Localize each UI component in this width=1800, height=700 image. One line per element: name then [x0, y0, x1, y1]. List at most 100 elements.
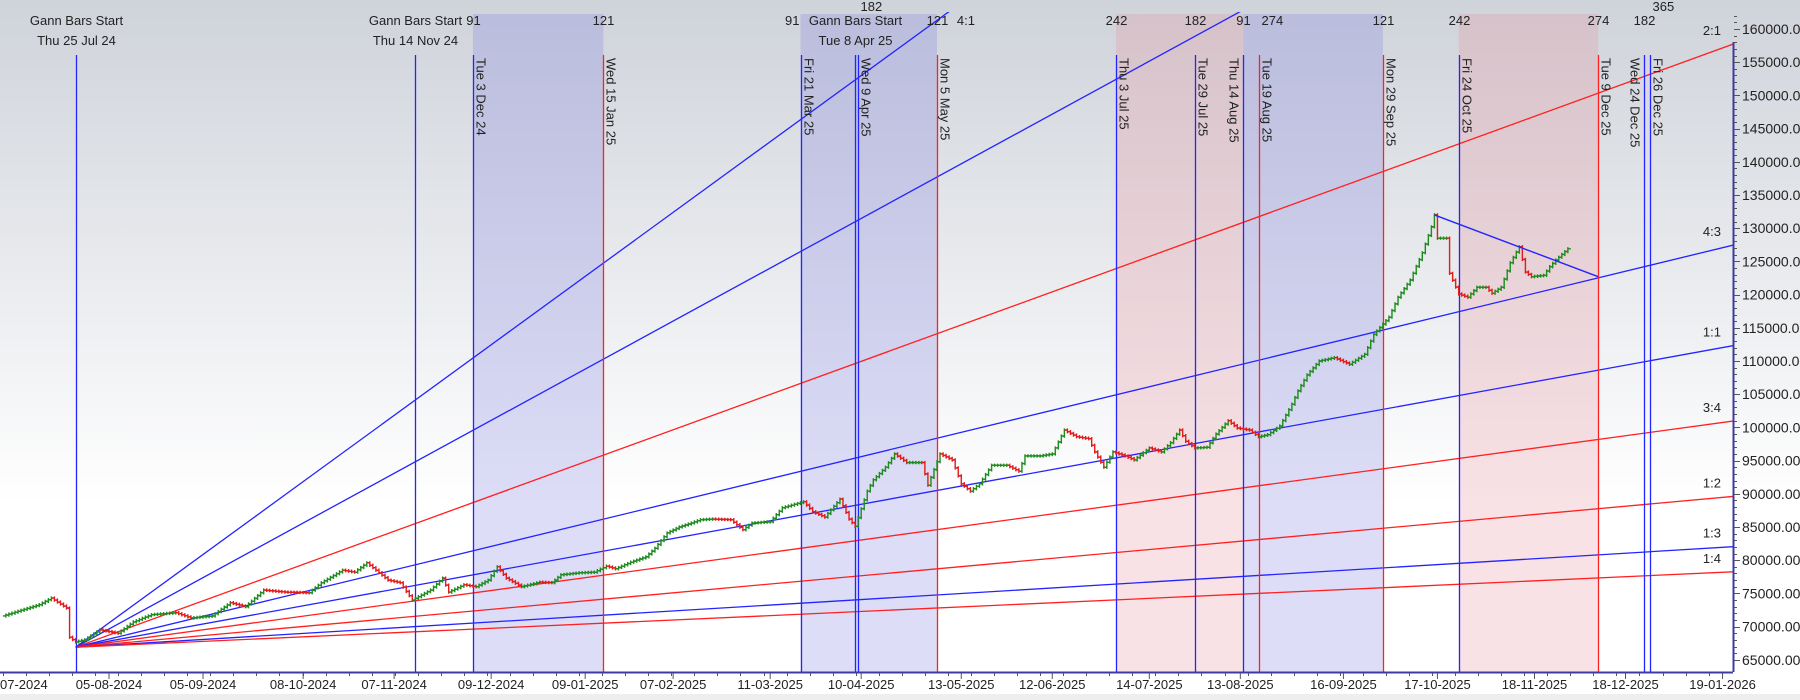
- y-tick-label: 75000.00: [1742, 585, 1800, 601]
- y-tick-label: 115000.00: [1742, 320, 1800, 336]
- x-tick-label: 12-06-2025: [1019, 677, 1086, 692]
- gann-fan-line: [75, 12, 1241, 648]
- y-tick-label: 150000.00: [1742, 87, 1800, 103]
- x-tick-label: 16-09-2025: [1310, 677, 1377, 692]
- x-tick-label: 07-11-2024: [361, 677, 427, 692]
- x-tick-label: 05-08-2024: [76, 677, 143, 692]
- plot-background: [0, 0, 1800, 672]
- gann-start-title: Gann Bars Start: [369, 13, 463, 28]
- y-tick-label: 140000.00: [1742, 154, 1800, 170]
- bar-count-label: 182: [861, 0, 883, 14]
- gann-fan-line: [75, 571, 1733, 648]
- y-tick-label: 145000.00: [1742, 121, 1800, 137]
- x-tick-label: 11-03-2025: [737, 677, 803, 692]
- gann-fan-line: [75, 12, 950, 648]
- fan-ratio-label: 1:3: [1703, 526, 1721, 541]
- time-line-date: Mon 29 Sep 25: [1384, 58, 1399, 146]
- fan-ratio-label: 4:3: [1703, 224, 1721, 239]
- x-tick-label: 08-10-2024: [270, 677, 337, 692]
- y-tick-label: 80000.00: [1742, 552, 1800, 568]
- fan-ratio-label: 1:1: [1703, 325, 1721, 340]
- x-tick-label: 17-10-2025: [1404, 677, 1471, 692]
- y-tick-label: 105000.00: [1742, 386, 1800, 402]
- time-line-date: Tue 19 Aug 25: [1260, 58, 1275, 142]
- x-tick-label: 19-01-2026: [1689, 677, 1756, 692]
- y-tick-label: 120000.00: [1742, 287, 1800, 303]
- y-tick-label: 135000.00: [1742, 187, 1800, 203]
- y-tick-label: 125000.00: [1742, 253, 1800, 269]
- x-tick-label: 18-11-2025: [1502, 677, 1568, 692]
- gann-start-title: Gann Bars Start: [809, 13, 903, 28]
- y-tick-label: 95000.00: [1742, 453, 1800, 469]
- x-tick-label: 18-12-2025: [1592, 677, 1659, 692]
- time-lines: [75, 55, 1652, 672]
- x-tick-label: 07-02-2025: [640, 677, 707, 692]
- x-tick-label: 14-07-2025: [1116, 677, 1183, 692]
- gann-fan-line: [75, 43, 1733, 648]
- bar-count-label: 274: [1588, 13, 1610, 28]
- y-tick-label: 65000.00: [1742, 652, 1800, 668]
- time-line-date: Thu 14 Aug 25: [1227, 58, 1242, 143]
- fan-ratio-label: 1:4: [1703, 551, 1721, 566]
- time-line-date: Tue 3 Dec 24: [474, 58, 489, 136]
- time-line-date: Wed 15 Jan 25: [604, 58, 619, 145]
- time-line-date: Tue 9 Dec 25: [1599, 58, 1614, 136]
- fan-ratio-label: 4:1: [957, 13, 975, 28]
- x-tick-label: 13-08-2025: [1207, 677, 1274, 692]
- gann-start-date: Thu 14 Nov 24: [373, 33, 458, 48]
- time-line-date: Fri 26 Dec 25: [1651, 58, 1666, 136]
- y-tick-label: 70000.00: [1742, 619, 1800, 635]
- price-bars: [2, 213, 1571, 644]
- time-line-date: Fri 21 Mar 25: [802, 58, 817, 135]
- y-tick-label: 110000.00: [1742, 353, 1800, 369]
- red-time-band: [1115, 14, 1244, 672]
- bar-count-label: 91: [785, 13, 799, 28]
- y-tick-label: 155000.00: [1742, 54, 1800, 70]
- x-tick-label: 09-01-2025: [552, 677, 619, 692]
- x-tick-label: 13-05-2025: [928, 677, 995, 692]
- x-tick-label: 05-09-2024: [170, 677, 237, 692]
- bar-count-label: 91: [1236, 13, 1250, 28]
- x-tick-label: 10-04-2025: [828, 677, 895, 692]
- time-line-date: Mon 5 May 25: [938, 58, 953, 140]
- bar-count-label: 121: [593, 13, 615, 28]
- gann-fan-line: [75, 495, 1733, 648]
- gann-fan-line: [75, 420, 1733, 648]
- time-line-date: Wed 24 Dec 25: [1628, 58, 1643, 147]
- fan-ratio-label: 2:1: [1703, 23, 1721, 38]
- fan-ratio-label: 1:2: [1703, 475, 1721, 490]
- axes: 65000.00 70000.00 75000.00 80000.00 85000.00…: [0, 16, 1800, 692]
- status-strip: [0, 694, 1800, 700]
- y-tick-label: 160000.00: [1742, 21, 1800, 37]
- gann-start-date: Tue 8 Apr 25: [819, 33, 893, 48]
- time-line-date: Thu 3 Jul 25: [1117, 58, 1132, 130]
- trendlines: [1434, 214, 1599, 278]
- annotations: Gann Bars Start Thu 25 Jul 24 Gann Bars St…: [30, 0, 1721, 566]
- time-line-date: Fri 24 Oct 25: [1460, 58, 1475, 133]
- bar-count-label: 121: [927, 13, 949, 28]
- gann-start-date: Thu 25 Jul 24: [37, 33, 116, 48]
- bar-count-label: 182: [1634, 13, 1656, 28]
- x-tick-label: 07-2024: [0, 677, 48, 692]
- blue-time-band: [800, 14, 938, 672]
- gann-start-title: Gann Bars Start: [30, 13, 124, 28]
- bar-count-label: 91: [466, 13, 480, 28]
- gann-fan-line: [75, 546, 1733, 648]
- bar-count-label: 242: [1449, 13, 1471, 28]
- time-line-date: Tue 29 Jul 25: [1196, 58, 1211, 136]
- red-time-band: [1458, 14, 1599, 672]
- gann-fan: [75, 12, 1733, 648]
- y-tick-label: 85000.00: [1742, 519, 1800, 535]
- gann-fan-line: [75, 345, 1733, 648]
- x-tick-label: 09-12-2024: [458, 677, 525, 692]
- bar-count-label: 365: [1653, 0, 1675, 14]
- price-bar: [1564, 247, 1571, 254]
- y-tick-label: 100000.00: [1742, 419, 1800, 435]
- bar-count-label: 182: [1185, 13, 1207, 28]
- bar-count-label: 242: [1106, 13, 1128, 28]
- gann-fan-line: [75, 244, 1733, 648]
- bar-count-label: 274: [1262, 13, 1284, 28]
- fan-ratio-label: 3:4: [1703, 400, 1721, 415]
